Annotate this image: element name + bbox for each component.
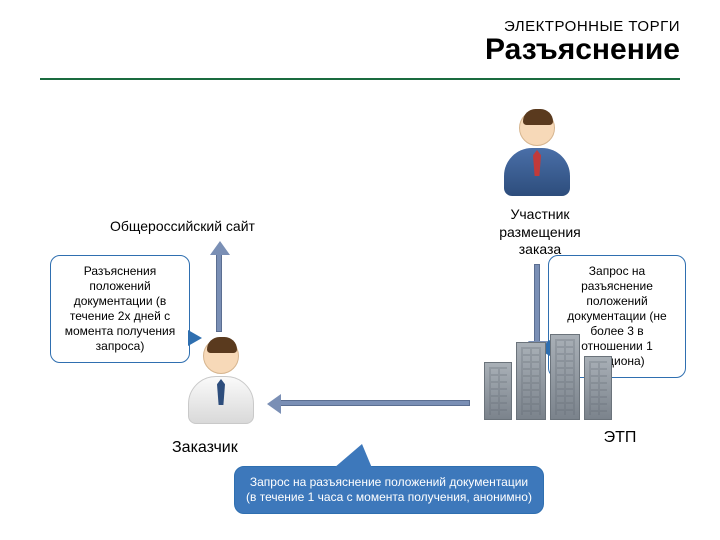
header-title: Разъяснение [485,33,680,67]
arrow-etp-to-customer [280,400,470,406]
slide-header: ЭЛЕКТРОННЫЕ ТОРГИ Разъяснение [485,18,680,67]
clarification-callout: Разъяснения положений документации (в те… [50,255,190,363]
etp-icon [480,330,620,420]
site-label: Общероссийский сайт [110,218,290,236]
participant-label: Участник размещения заказа [480,206,600,259]
arrow-customer-to-site [216,254,222,332]
bottom-callout-tail [334,444,372,468]
customer-icon [184,338,258,428]
customer-label: Заказчик [160,438,280,458]
etp-label: ЭТП [590,428,650,448]
bottom-callout: Запрос на разъяснение положений документ… [234,466,544,514]
participant-icon [500,110,574,200]
header-rule [40,78,680,80]
